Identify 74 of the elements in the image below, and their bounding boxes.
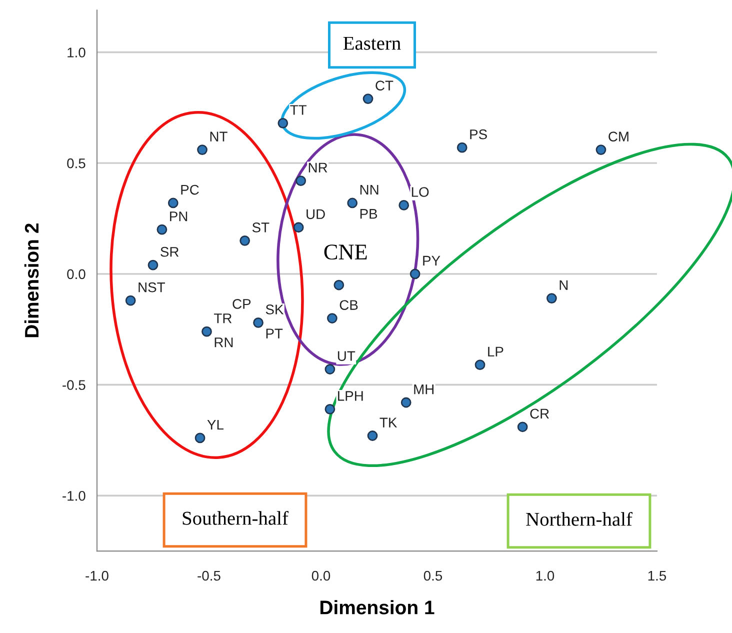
annotation: CP (232, 299, 251, 309)
annotation: PT (266, 328, 283, 338)
annotation: TT (290, 105, 306, 115)
annotation: PB (360, 209, 378, 219)
annotation: LPH (338, 391, 363, 401)
y-tick-label: -1.0 (62, 490, 86, 501)
point (400, 397, 412, 408)
x-tick-label: 1.5 (648, 570, 666, 581)
annotation: NST (138, 282, 165, 292)
point (596, 144, 606, 155)
annotation: TK (380, 418, 398, 428)
point (202, 326, 212, 337)
x-tick-label: 0.5 (424, 570, 442, 581)
point (296, 176, 306, 186)
point (240, 235, 250, 246)
annotation: CR (530, 408, 549, 419)
point (474, 360, 486, 370)
point (362, 94, 374, 104)
point (125, 295, 136, 306)
y-tick-label: -0.5 (62, 380, 86, 390)
x-tick-label: -1.0 (86, 570, 108, 581)
annotation: LO (412, 187, 429, 197)
annotation: CB (340, 300, 358, 310)
point (324, 364, 336, 374)
annotation: CT (376, 80, 394, 90)
x-tick-label: 0.0 (312, 570, 330, 581)
annotation: Northern-half (526, 512, 632, 526)
annotation: N (560, 280, 568, 290)
x-axis-title: Dimension 1 (320, 600, 434, 614)
point (156, 224, 168, 235)
annotation: CNE (324, 244, 367, 260)
annotation: YL (207, 420, 224, 430)
point (253, 318, 264, 328)
point (347, 198, 358, 208)
annotation: Eastern (343, 36, 401, 50)
annotation: MH (414, 384, 434, 394)
annotation: PN (170, 212, 188, 222)
point (456, 142, 468, 153)
point (194, 432, 206, 444)
point (324, 404, 336, 414)
point (293, 222, 304, 233)
annotation: SR (160, 246, 179, 257)
annotation: LP (488, 346, 504, 356)
annotation: SK (266, 304, 284, 314)
point (197, 144, 208, 155)
annotation: PY (423, 256, 440, 266)
annotation: UT (338, 351, 356, 361)
annotation: Southern-half (182, 510, 288, 525)
annotation: UD (306, 209, 325, 220)
y-axis-title: Dimension 2 (24, 224, 39, 338)
annotation: PS (470, 129, 487, 140)
point (367, 430, 378, 441)
x-tick-label: -0.5 (198, 570, 220, 581)
annotation: NN (360, 184, 378, 195)
point (278, 118, 288, 128)
point (398, 200, 410, 210)
annotation: NR (308, 162, 328, 172)
point (148, 260, 158, 270)
annotation: NT (210, 132, 228, 142)
y-tick-label: 0.5 (67, 158, 86, 168)
annotation: CM (608, 132, 628, 142)
x-tick-label: 1.0 (536, 570, 554, 581)
point (410, 268, 420, 280)
y-tick-label: 1.0 (68, 48, 86, 58)
annotation: TR (214, 314, 232, 324)
point (517, 422, 528, 432)
point (326, 313, 338, 324)
point (168, 198, 178, 208)
annotation: RN (214, 338, 233, 348)
annotation: ST (252, 222, 270, 232)
y-tick-label: 0.0 (67, 269, 86, 280)
point (546, 293, 557, 304)
point (334, 280, 344, 290)
annotation: PC (181, 184, 199, 195)
